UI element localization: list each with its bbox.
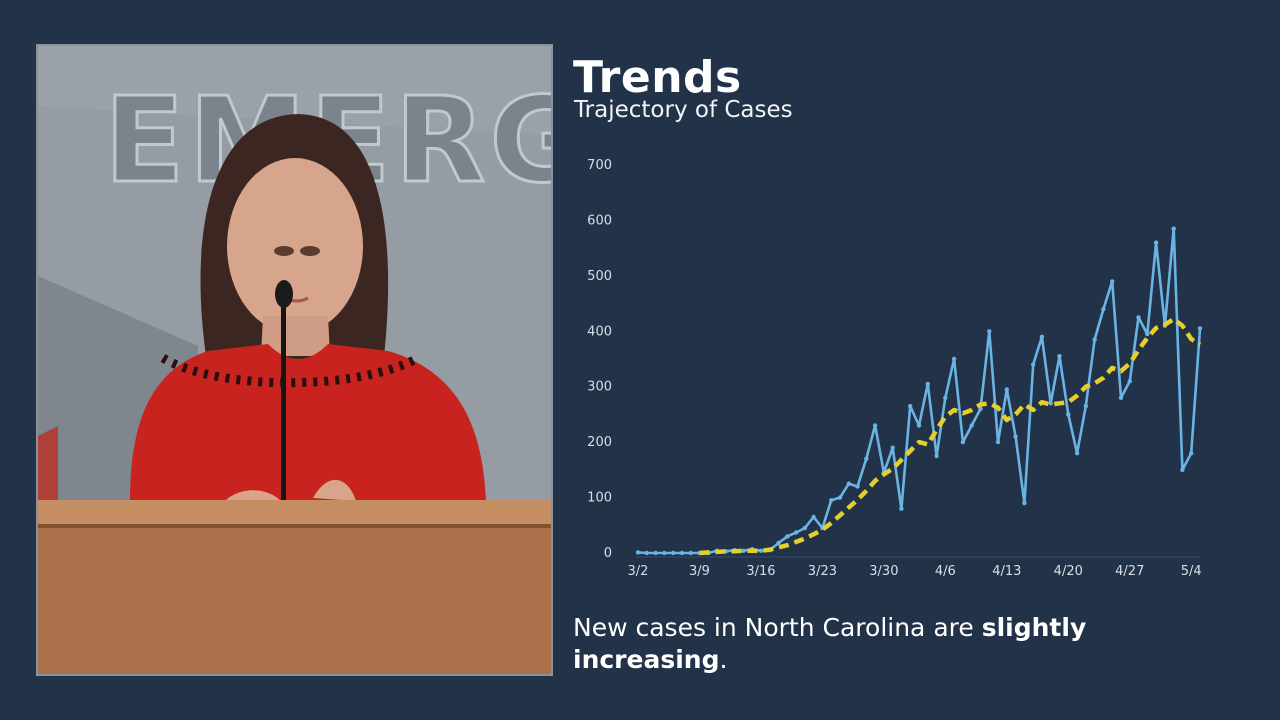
y-tick-label: 0 xyxy=(604,546,612,561)
data-point xyxy=(1110,279,1115,284)
data-point xyxy=(960,439,966,445)
face-shape xyxy=(227,158,363,334)
microphone-stand xyxy=(281,301,286,501)
y-tick-label: 500 xyxy=(587,269,612,284)
data-point xyxy=(662,550,667,556)
data-point xyxy=(1101,306,1106,312)
y-tick-label: 600 xyxy=(587,213,612,228)
data-point xyxy=(951,356,957,362)
data-point xyxy=(688,550,693,556)
y-axis-ticks: 0 100 200 300 400 500 600 700 xyxy=(587,158,612,561)
data-point xyxy=(899,506,904,511)
microphone-icon xyxy=(275,280,293,308)
data-point xyxy=(864,456,869,461)
data-point xyxy=(934,453,939,459)
x-axis-ticks: 3/2 3/9 3/16 3/23 3/30 4/6 4/13 4/20 4/27 5/4 xyxy=(628,564,1202,579)
data-point xyxy=(969,423,974,428)
data-point xyxy=(1083,403,1088,409)
data-point xyxy=(1197,326,1203,331)
series-line-average xyxy=(699,316,1202,556)
data-point xyxy=(872,423,878,428)
chart-caption: New cases in North Carolina are slightly… xyxy=(573,612,1193,676)
data-point xyxy=(1039,334,1045,339)
red-top-shape xyxy=(130,344,486,502)
data-point xyxy=(943,395,948,400)
data-point xyxy=(1048,401,1053,406)
data-point xyxy=(846,481,851,486)
data-point xyxy=(1127,379,1132,384)
x-tick-label: 4/20 xyxy=(1054,564,1083,579)
x-tick-label: 4/13 xyxy=(992,564,1021,579)
data-point xyxy=(1153,240,1159,245)
data-point xyxy=(995,439,1001,445)
x-tick-label: 3/23 xyxy=(808,564,837,579)
data-point xyxy=(1013,434,1018,439)
data-point xyxy=(1171,226,1176,231)
data-point xyxy=(829,498,834,503)
x-tick-label: 5/4 xyxy=(1181,564,1202,579)
data-point xyxy=(1145,331,1150,337)
caption-suffix: . xyxy=(719,645,728,674)
cases-trend-chart: 0 100 200 300 400 500 600 700 3/2 3/9 3/16 3/23 3/3… xyxy=(587,158,1203,579)
data-point xyxy=(1189,451,1194,456)
data-point xyxy=(785,534,790,539)
data-point xyxy=(644,550,649,556)
x-tick-label: 3/16 xyxy=(746,564,775,579)
data-point xyxy=(1057,354,1062,359)
data-point xyxy=(855,484,860,489)
data-point xyxy=(758,548,764,553)
data-point xyxy=(908,403,913,409)
data-point xyxy=(1022,500,1027,506)
data-point xyxy=(635,550,641,555)
series-line-daily xyxy=(637,227,1202,555)
x-tick-label: 3/2 xyxy=(628,564,649,579)
y-tick-label: 700 xyxy=(587,158,612,173)
data-point xyxy=(916,423,922,428)
data-point xyxy=(653,550,658,556)
data-point xyxy=(987,329,992,334)
data-point xyxy=(1066,412,1071,417)
x-tick-label: 3/30 xyxy=(869,564,898,579)
data-point xyxy=(679,550,685,556)
y-tick-label: 100 xyxy=(587,491,612,506)
data-point xyxy=(925,381,930,387)
data-point xyxy=(670,550,676,556)
data-point xyxy=(1074,451,1080,456)
data-point xyxy=(837,495,843,500)
data-point xyxy=(1180,467,1185,473)
data-point xyxy=(776,540,781,546)
caption-prefix: New cases in North Carolina are xyxy=(573,613,982,642)
data-point xyxy=(1136,315,1141,320)
series-layer xyxy=(635,226,1203,556)
data-point xyxy=(1092,337,1097,342)
speaker-video-image: EMERG xyxy=(38,46,551,674)
data-point xyxy=(793,530,799,535)
speaker-video-frame: EMERG xyxy=(36,44,553,676)
x-tick-label: 3/9 xyxy=(689,564,710,579)
y-tick-label: 300 xyxy=(587,380,612,395)
data-point xyxy=(811,514,816,520)
podium-shape xyxy=(38,500,551,674)
x-tick-label: 4/6 xyxy=(935,564,956,579)
data-point xyxy=(802,525,807,531)
data-point xyxy=(1118,395,1124,400)
page-title: Trends xyxy=(573,52,742,103)
y-tick-label: 400 xyxy=(587,324,612,339)
x-tick-label: 4/27 xyxy=(1115,564,1144,579)
caption-emphasis: slightly increasing xyxy=(573,613,1087,674)
page-subtitle: Trajectory of Cases xyxy=(574,97,793,123)
y-tick-label: 200 xyxy=(587,435,612,450)
data-point xyxy=(741,548,746,553)
data-point xyxy=(1031,362,1036,367)
data-point xyxy=(1004,387,1009,392)
data-point xyxy=(890,445,895,450)
